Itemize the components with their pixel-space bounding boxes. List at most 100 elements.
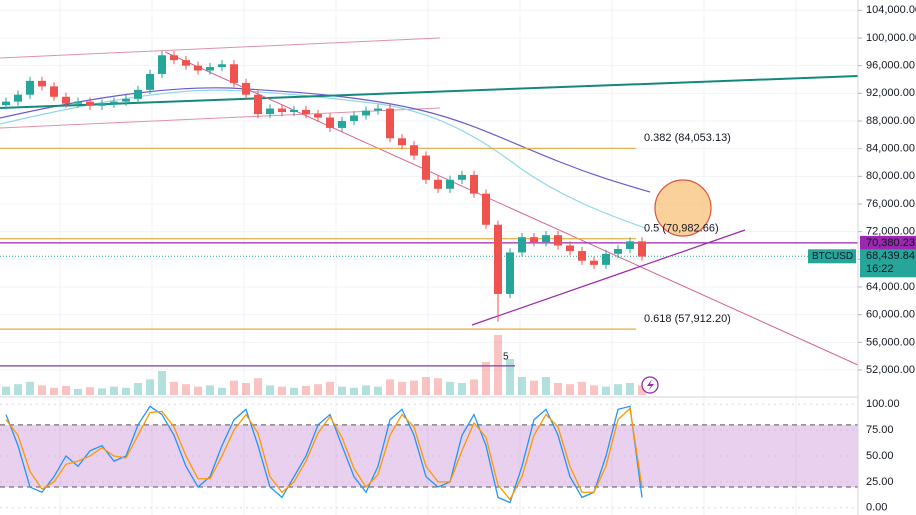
candle-body [374,108,382,111]
volume-bar [338,386,346,395]
highlight-circle [654,179,712,237]
stoch-tick-label: 75.00 [866,424,894,436]
price-label-box [860,235,916,250]
volume-bar [434,378,442,395]
candle-body [230,64,238,83]
volume-bar [302,386,310,395]
volume-bar [626,383,634,395]
volume-bar [614,384,622,395]
volume-bar [494,335,502,395]
y-tick-label: 92,000.00 [866,87,915,99]
volume-bar [590,385,598,395]
candle-body [170,55,178,61]
volume-bar [278,386,286,395]
volume-bar [158,371,166,395]
volume-bar [554,383,562,395]
volume-bar [326,381,334,395]
volume-bar [566,384,574,395]
stoch-line [5,407,643,501]
candle-body [578,251,586,261]
volume-bar [134,383,142,395]
volume-bar [542,377,550,395]
volume-bar [26,381,34,395]
symbol-label: BTCUSD [812,251,853,262]
volume-bar [530,380,538,395]
candle-body [530,237,538,243]
volume-bar [290,387,298,395]
candle-body [638,241,646,257]
candle-body [494,224,502,294]
volume-bar [266,385,274,395]
fib-label: 0.618 (57,912.20) [644,313,731,325]
annotation: 5 [503,352,509,363]
volume-bar [122,387,130,395]
volume-bar [230,380,238,395]
candle-body [38,80,46,87]
volume-bar [638,385,646,395]
volume-bar [374,386,382,395]
candle-body [470,174,478,194]
candle-body [302,109,310,115]
candle-body [218,64,226,68]
volume-bar [50,387,58,395]
candle-body [386,108,394,139]
candle-body [458,174,466,180]
candle-body [206,67,214,71]
volume-bar [602,386,610,395]
volume-bar [470,379,478,395]
y-tick-label: 52,000.00 [866,364,915,376]
volume-bar [446,381,454,395]
volume-bar [518,377,526,395]
volume-bar [218,387,226,395]
price-axis: 104,000.00 100,000.00 96,000.00 92,000.00 88… [808,4,916,514]
candle-body [26,80,34,95]
stochastic-pane [0,403,858,509]
candle-body [14,94,22,102]
volume-bar [62,386,70,395]
volume-bar [98,388,106,395]
volume-bar [182,384,190,395]
fib-label: 0.5 (70,982.66) [644,223,719,235]
stoch-tick-label: 0.00 [866,502,887,514]
candle-body [422,155,430,180]
stoch-tick-label: 100.00 [866,398,900,410]
volume-bar [194,386,202,395]
candle-body [62,96,70,104]
volume-bar [386,379,394,395]
volume-bar [74,389,82,395]
volume-bar [350,387,358,395]
volume [2,335,646,395]
y-tick-label: 76,000.00 [866,198,915,210]
candle-body [614,248,622,254]
fib-label: 0.382 (84,053.13) [644,132,731,144]
volume-bar [2,386,10,395]
volume-bar [254,378,262,395]
volume-bar [14,384,22,395]
candle-body [110,101,118,104]
volume-bar [170,381,178,395]
candle-body [314,114,322,118]
candle-body [86,101,94,106]
candle-body [518,237,526,253]
stoch-line [5,405,643,504]
volume-bar [314,384,322,395]
candles [2,51,646,322]
y-tick-label: 100,000.00 [866,32,916,44]
candle-body [242,82,250,95]
candle-body [434,179,442,189]
candle-body [602,253,610,265]
candle-body [134,89,142,99]
candle-body [266,108,274,115]
candle-body [290,109,298,112]
candle-body [590,260,598,265]
y-tick-label: 88,000.00 [866,115,915,127]
candle-body [338,120,346,128]
candle-body [122,98,130,102]
y-tick-label: 56,000.00 [866,336,915,348]
volume-bar [110,386,118,395]
volume-bar [422,377,430,395]
volume-bar [38,385,46,395]
price-label-box [860,249,916,278]
channel-top [0,37,441,59]
